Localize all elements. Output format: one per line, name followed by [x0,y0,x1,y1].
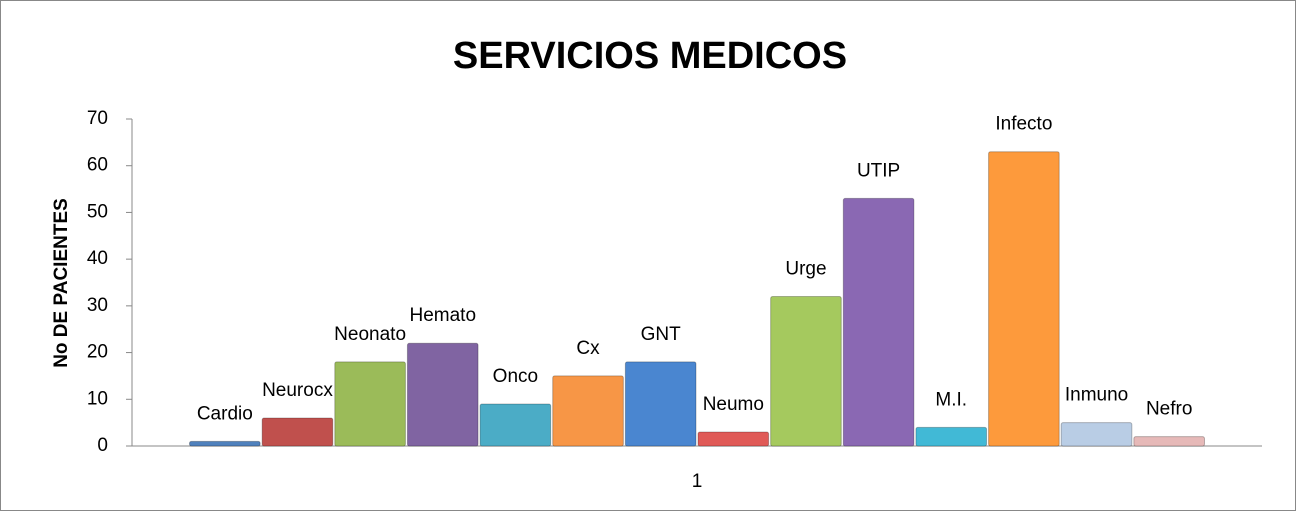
bar-label: Neumo [703,394,764,415]
bar [189,440,261,447]
bar [988,151,1060,447]
bar [334,361,406,447]
bar [697,431,770,447]
chart-title: SERVICIOS MEDICOS [453,35,847,77]
bar [1133,436,1206,447]
bar-label: Infecto [995,114,1052,135]
bar-label: Neurocx [262,380,333,401]
bar-label: UTIP [857,160,900,181]
bar [261,417,334,447]
bar-label: Cardio [197,403,253,424]
y-tick-label: 20 [87,342,108,363]
bar-label: Neonato [334,324,406,345]
bar-label: M.I. [935,389,967,410]
bar-label: Urge [785,259,826,280]
bar-label: Hemato [409,305,476,326]
bar [842,197,915,447]
y-tick-label: 30 [87,295,108,316]
y-tick-label: 40 [87,248,108,269]
bar-label: Cx [576,338,600,359]
bar [770,296,842,447]
y-tick-label: 70 [87,108,108,129]
y-tick-label: 60 [87,155,108,176]
y-tick-label: 50 [87,201,108,222]
x-tick-label: 1 [692,471,703,492]
y-tick-label: 10 [87,388,108,409]
bar-label: Inmuno [1065,385,1128,406]
bar [1060,422,1133,447]
bar [406,342,479,447]
bar-label: GNT [641,324,682,345]
bar-label: Nefro [1146,399,1192,420]
bar [915,426,988,447]
y-tick-label: 0 [97,435,108,456]
bar [552,375,624,447]
bar [624,361,697,447]
y-axis-title: No DE PACIENTES [51,198,72,368]
bar-label: Onco [493,366,538,387]
bar [479,403,552,447]
